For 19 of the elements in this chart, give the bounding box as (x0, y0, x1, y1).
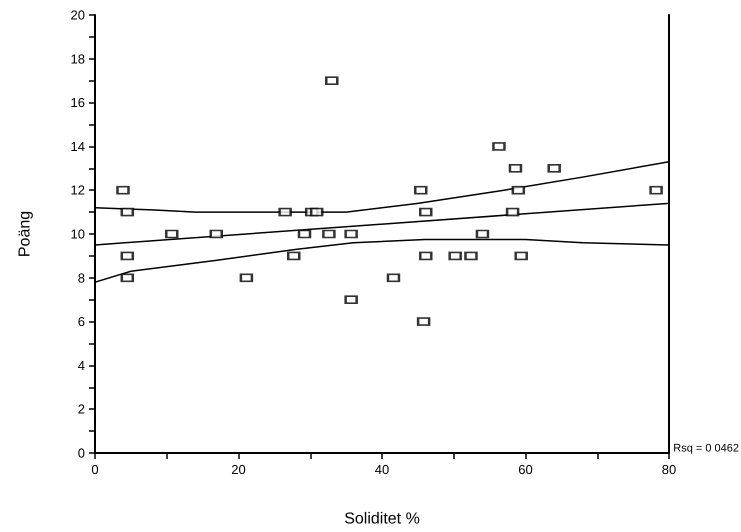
y-tick-label: 6 (78, 314, 85, 330)
y-axis-title: Poäng (16, 210, 34, 258)
y-tick-label: 12 (70, 182, 85, 198)
y-tick-label: 18 (70, 51, 85, 66)
y-tick-label: 14 (70, 138, 85, 154)
y-tick-label: 4 (78, 358, 85, 373)
x-axis-title: Soliditet % (344, 510, 420, 528)
x-tick-label: 20 (231, 462, 246, 477)
y-tick-label: 20 (70, 8, 85, 22)
x-tick-label: 40 (374, 462, 390, 477)
y-tick-label: 16 (70, 95, 85, 110)
y-tick-label: 8 (78, 270, 85, 286)
x-tick-label: 60 (518, 462, 533, 477)
y-tick-label: 0 (78, 446, 85, 460)
x-tick-label: 0 (91, 462, 99, 477)
x-tick-label: 80 (662, 462, 676, 477)
y-tick-label: 10 (70, 226, 85, 242)
y-tick-label: 2 (78, 402, 85, 417)
text: Rsq = 0 0462 (673, 442, 740, 454)
